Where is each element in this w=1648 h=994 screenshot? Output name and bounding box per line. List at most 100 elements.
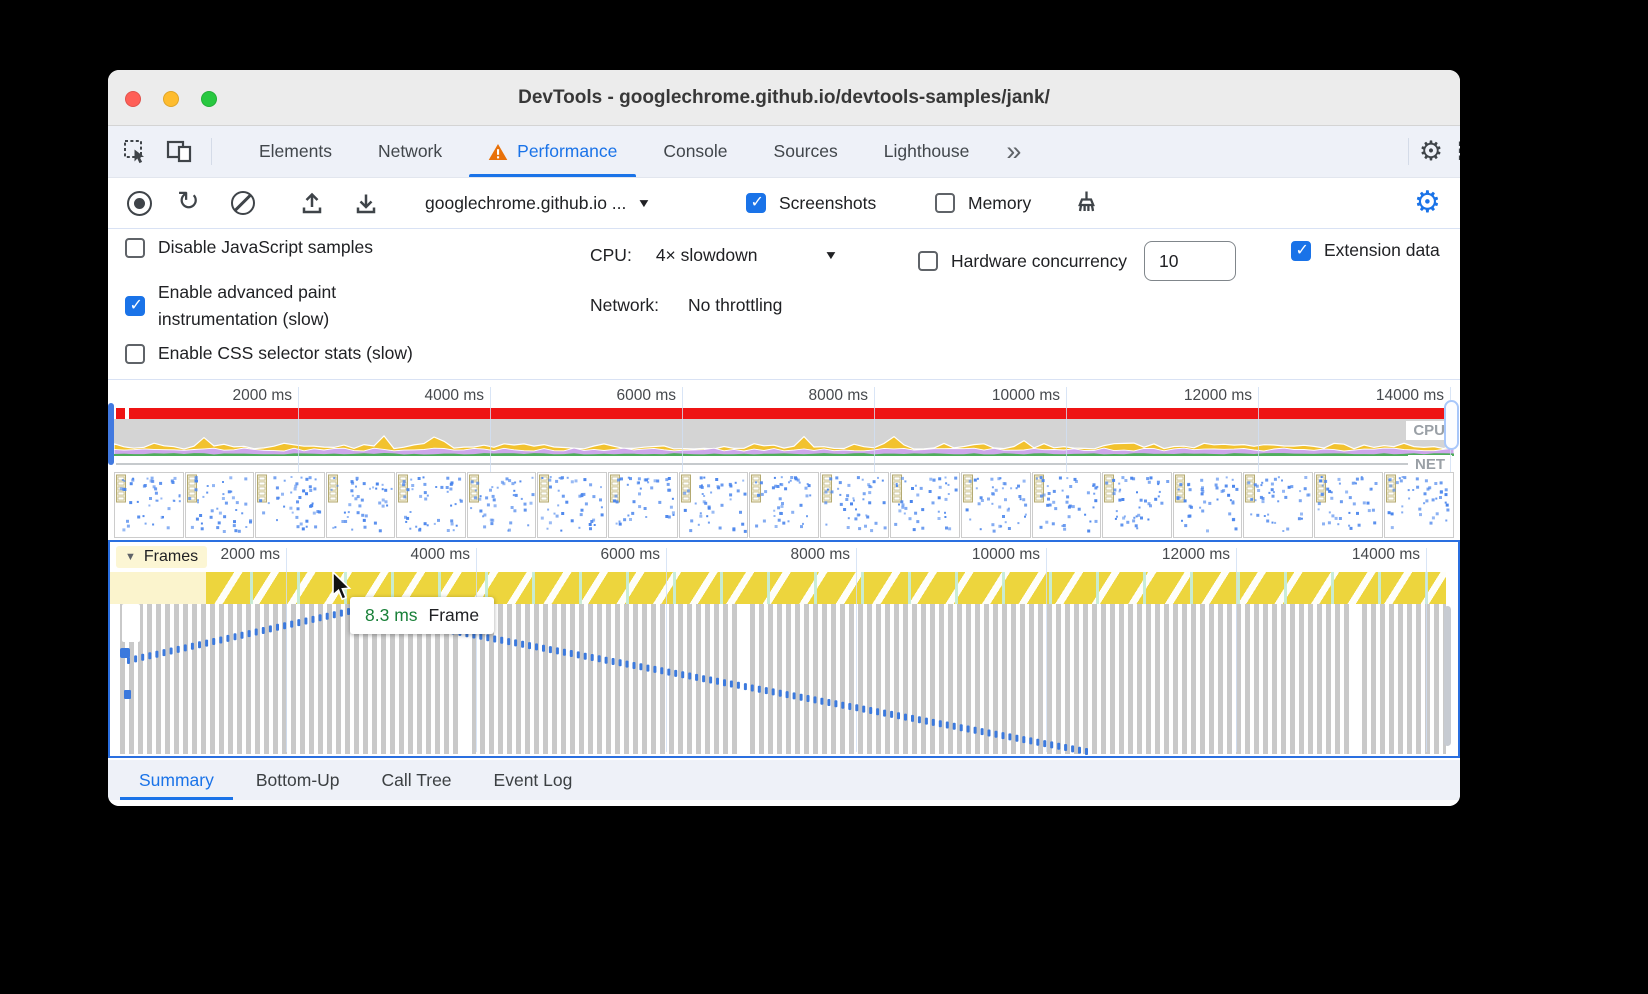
screenshot-thumbnail[interactable] [1384, 472, 1454, 538]
frames-track[interactable] [110, 572, 1446, 604]
main-thread-activity[interactable] [120, 604, 1446, 754]
ruler-gridline [286, 548, 287, 752]
network-throttling-select[interactable]: No throttling [688, 294, 783, 315]
memory-checkbox[interactable] [935, 193, 955, 213]
collect-garbage-icon[interactable] [1071, 178, 1102, 228]
tab-lighthouse[interactable]: Lighthouse [861, 126, 993, 177]
ruler-gridline [1426, 548, 1427, 752]
memory-label: Memory [968, 192, 1032, 213]
reload-and-record-button[interactable]: ↻ [177, 185, 200, 216]
inspect-element-icon[interactable] [118, 126, 152, 177]
tab-performance[interactable]: Performance [465, 126, 640, 177]
minimize-window-button[interactable] [163, 91, 179, 107]
tab-label: Sources [773, 141, 838, 161]
details-tab-bottom-up[interactable]: Bottom-Up [255, 769, 340, 790]
ruler-gridline [1046, 548, 1047, 752]
screenshot-thumbnail[interactable] [1031, 472, 1102, 538]
ruler-tick: 14000 ms [1375, 387, 1444, 404]
net-track-label: NET [1408, 455, 1452, 474]
disable-js-samples-row[interactable]: Disable JavaScript samples [125, 237, 373, 258]
screenshot-thumbnail[interactable] [1313, 472, 1384, 538]
extension-data-row[interactable]: Extension data [1291, 237, 1446, 264]
details-tab-event-log[interactable]: Event Log [493, 769, 573, 790]
screenshot-thumbnail[interactable] [466, 472, 537, 538]
network-throttling-label: Network: [590, 294, 660, 315]
vertical-scrollbar[interactable] [1444, 606, 1451, 746]
screenshot-thumbnail[interactable] [255, 472, 325, 538]
cpu-throttling-select[interactable]: 4× slowdown [655, 244, 758, 265]
frames-track-header[interactable]: ▼ Frames [116, 546, 208, 568]
screenshot-thumbnail[interactable] [114, 472, 184, 538]
screenshot-thumbnail[interactable] [325, 472, 396, 538]
load-profile-icon[interactable] [299, 178, 325, 228]
screenshot-thumbnail[interactable] [1172, 472, 1243, 538]
hardware-concurrency-row: Hardware concurrency 10 [918, 241, 1237, 281]
filmstrip [114, 472, 1454, 538]
tab-label: Performance [517, 141, 618, 161]
cpu-throttling-label: CPU: [590, 244, 632, 265]
tab-label: Console [663, 141, 728, 161]
overview-right-handle[interactable] [1444, 400, 1459, 450]
ruler-gridline [666, 548, 667, 752]
tab-label: Lighthouse [883, 141, 970, 161]
ruler-tick: 14000 ms [1351, 546, 1420, 563]
screenshot-thumbnail[interactable] [396, 472, 466, 538]
hardware-concurrency-checkbox[interactable] [918, 251, 938, 271]
timeline-overview[interactable]: CPU NET 2000 ms 4000 ms 6000 ms 8000 ms 1000… [108, 385, 1460, 538]
ruler-tick: 8000 ms [808, 387, 868, 404]
disable-js-samples-checkbox[interactable] [125, 237, 145, 258]
ruler-tick: 10000 ms [991, 387, 1060, 404]
chevron-down-icon[interactable]: ▼ [823, 248, 839, 262]
tab-sources[interactable]: Sources [751, 126, 861, 177]
settings-gear-icon[interactable]: ⚙ [1418, 136, 1444, 166]
css-selector-stats-label: Enable CSS selector stats (slow) [158, 343, 413, 363]
mouse-cursor [328, 570, 352, 607]
timeline-main-pane[interactable]: ▼ Frames 8.3 ms Frame 2000 ms 4000 ms 6000… [108, 540, 1460, 758]
collapse-triangle-icon[interactable]: ▼ [125, 551, 136, 563]
hardware-concurrency-input[interactable]: 10 [1144, 241, 1237, 281]
screenshot-thumbnail[interactable] [819, 472, 890, 538]
clear-recording-button[interactable] [231, 178, 255, 228]
more-options-menu-icon[interactable]: ⋮ [1444, 126, 1460, 177]
window-titlebar: DevTools - googlechrome.github.io/devtoo… [108, 70, 1460, 126]
screenshot-thumbnail[interactable] [537, 472, 608, 538]
close-window-button[interactable] [125, 91, 141, 107]
css-selector-stats-row[interactable]: Enable CSS selector stats (slow) [125, 343, 413, 364]
device-toolbar-icon[interactable] [162, 126, 196, 177]
hardware-concurrency-label: Hardware concurrency [951, 250, 1128, 271]
screenshot-thumbnail[interactable] [608, 472, 678, 538]
memory-toggle[interactable]: Memory [935, 178, 1031, 228]
ruler-tick: 2000 ms [232, 387, 292, 404]
screenshot-thumbnail[interactable] [678, 472, 749, 538]
ruler-tick: 4000 ms [410, 546, 470, 563]
screenshot-thumbnail[interactable] [184, 472, 255, 538]
css-selector-stats-checkbox[interactable] [125, 343, 145, 364]
extension-data-checkbox[interactable] [1291, 240, 1311, 261]
screenshots-toggle[interactable]: Screenshots [746, 178, 876, 228]
ruler-gridline [856, 548, 857, 752]
history-selector[interactable]: googlechrome.github.io ... ▼ [425, 178, 652, 228]
screenshot-thumbnail[interactable] [1243, 472, 1313, 538]
record-button[interactable] [127, 178, 152, 228]
ruler-tick: 6000 ms [616, 387, 676, 404]
screenshot-thumbnail[interactable] [960, 472, 1031, 538]
tab-elements[interactable]: Elements [236, 126, 355, 177]
details-tab-summary[interactable]: Summary [118, 760, 235, 800]
screenshot-thumbnail[interactable] [1102, 472, 1172, 538]
details-tab-call-tree[interactable]: Call Tree [381, 769, 452, 790]
save-profile-icon[interactable] [353, 178, 379, 228]
tab-console[interactable]: Console [640, 126, 750, 177]
screenshots-checkbox[interactable] [746, 192, 766, 213]
overview-left-handle[interactable] [108, 403, 114, 465]
ruler-gridline [298, 387, 299, 472]
screenshot-thumbnail[interactable] [749, 472, 819, 538]
tab-network[interactable]: Network [355, 126, 465, 177]
advanced-paint-row[interactable]: Enable advanced paint instrumentation (s… [125, 279, 422, 333]
capture-settings-gear-icon[interactable]: ⚙ [1414, 186, 1441, 219]
ruler-tick: 12000 ms [1161, 546, 1230, 563]
zoom-window-button[interactable] [201, 91, 217, 107]
ruler-tick: 12000 ms [1183, 387, 1252, 404]
advanced-paint-checkbox[interactable] [125, 295, 145, 317]
more-panels-button[interactable]: » [1006, 136, 1021, 166]
screenshot-thumbnail[interactable] [890, 472, 960, 538]
